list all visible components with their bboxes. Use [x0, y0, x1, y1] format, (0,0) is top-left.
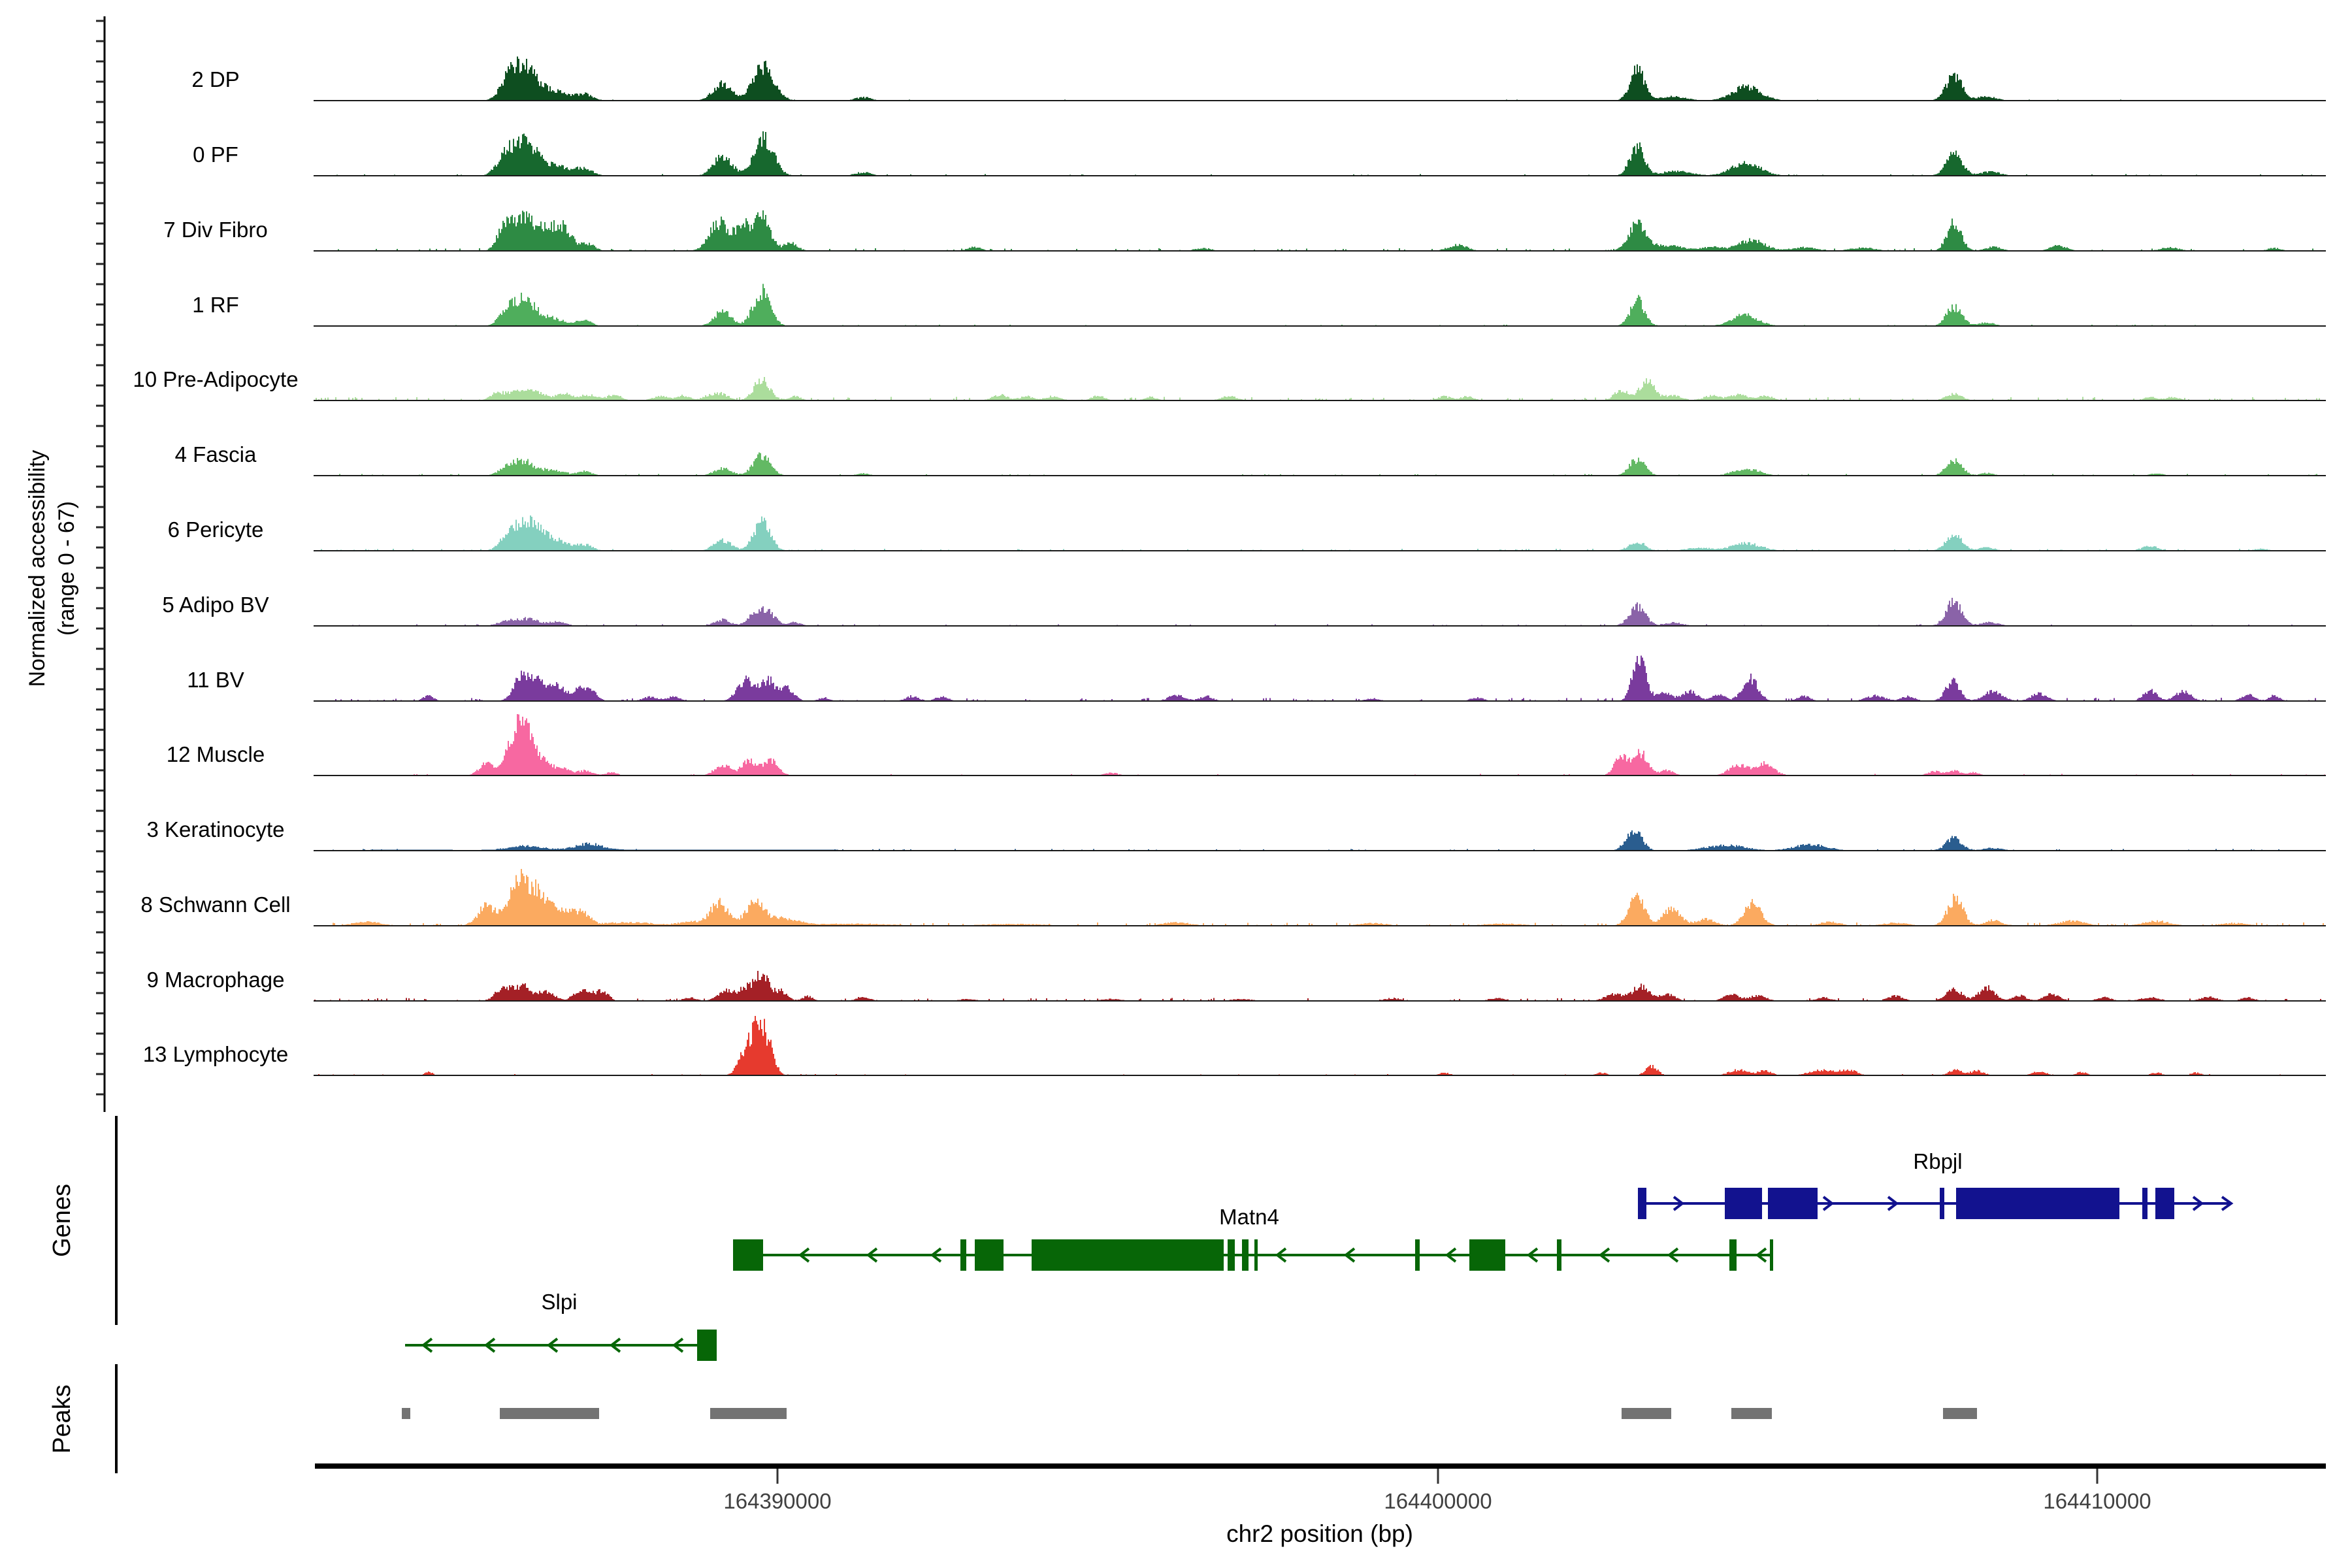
gene-strand-arrow	[1445, 1247, 1457, 1263]
gene-strand-arrow	[421, 1337, 433, 1353]
gene-label-matn4: Matn4	[1219, 1205, 1279, 1229]
gene-exon-matn4	[960, 1239, 966, 1271]
gene-strand-arrow	[1598, 1247, 1610, 1263]
signal-7-div-fibro	[314, 210, 2325, 251]
gene-strand-arrow	[1343, 1247, 1356, 1263]
gene-exon-rbpjl	[1940, 1188, 1944, 1219]
signal-13-lymphocyte	[314, 1016, 2325, 1075]
gene-exon-rbpjl	[1638, 1188, 1646, 1219]
track-label-6-pericyte: 6 Pericyte	[167, 517, 264, 542]
signal-1-rf	[314, 284, 2325, 326]
track-label-12-muscle: 12 Muscle	[166, 742, 265, 766]
gene-strand-arrow	[1673, 1196, 1685, 1211]
x-tick-label-164410000: 164410000	[2043, 1489, 2151, 1513]
peaks-section-label: Peaks	[48, 1384, 76, 1454]
gene-exon-matn4	[1032, 1239, 1224, 1271]
signal-2-dp	[314, 56, 2325, 101]
gene-strand-arrow	[798, 1247, 810, 1263]
signal-8-schwann-cell	[314, 869, 2325, 926]
gene-exon-matn4	[1242, 1239, 1249, 1271]
gene-strand-arrow	[1887, 1196, 1899, 1211]
peak-region-box	[402, 1408, 410, 1419]
peak-region-box	[1943, 1408, 1977, 1419]
track-label-9-macrophage: 9 Macrophage	[146, 968, 285, 992]
gene-strand-arrow	[546, 1337, 559, 1353]
track-label-2-dp: 2 DP	[191, 67, 240, 91]
gene-strand-arrow	[672, 1337, 684, 1353]
x-axis-title: chr2 position (bp)	[1226, 1520, 1413, 1547]
peak-region-box	[1622, 1408, 1671, 1419]
gene-strand-arrow	[866, 1247, 878, 1263]
signal-9-macrophage	[314, 970, 2325, 1001]
signal-0-pf	[314, 131, 2325, 176]
gene-exon-matn4	[1469, 1239, 1505, 1271]
gene-strand-arrow	[1526, 1247, 1539, 1263]
signal-4-fascia	[314, 452, 2325, 476]
gene-exon-rbpjl	[2142, 1188, 2148, 1219]
gene-end-arrowhead	[2221, 1196, 2234, 1211]
gene-strand-arrow	[609, 1337, 621, 1353]
y-axis-label-line2: (range 0 - 67)	[54, 501, 79, 636]
track-label-11-bv: 11 BV	[187, 668, 244, 692]
gene-strand-arrow	[1275, 1247, 1287, 1263]
signal-6-pericyte	[314, 515, 2325, 551]
gene-exon-rbpjl	[2155, 1188, 2174, 1219]
signal-3-keratinocyte	[314, 830, 2325, 851]
x-tick-label-164390000: 164390000	[723, 1489, 832, 1513]
gene-exon-rbpjl	[1725, 1188, 1762, 1219]
gene-strand-arrow	[1755, 1247, 1767, 1263]
gene-exon-matn4	[1228, 1239, 1235, 1271]
track-label-5-adipo-bv: 5 Adipo BV	[162, 593, 269, 617]
gene-strand-arrow	[930, 1247, 942, 1263]
gene-exon-matn4	[1729, 1239, 1737, 1271]
gene-strand-arrow	[1822, 1196, 1835, 1211]
gene-strand-arrow	[483, 1337, 496, 1353]
signal-5-adipo-bv	[314, 597, 2325, 626]
gene-strand-arrow	[1667, 1247, 1679, 1263]
track-label-4-fascia: 4 Fascia	[174, 442, 257, 466]
track-label-7-div-fibro: 7 Div Fibro	[163, 218, 268, 242]
gene-exon-matn4	[1770, 1239, 1773, 1271]
gene-exon-matn4	[975, 1239, 1004, 1271]
gene-strand-arrow	[2192, 1196, 2204, 1211]
gene-exon-slpi	[697, 1330, 717, 1361]
gene-exon-matn4	[758, 1239, 763, 1271]
gene-exon-rbpjl	[1768, 1188, 1818, 1219]
signal-11-bv	[314, 655, 2325, 701]
signal-12-muscle	[314, 714, 2325, 776]
gene-label-slpi: Slpi	[541, 1290, 578, 1314]
gene-label-rbpjl: Rbpjl	[1913, 1149, 1963, 1173]
track-label-1-rf: 1 RF	[192, 293, 239, 317]
gene-exon-rbpjl	[1956, 1188, 2119, 1219]
gene-exon-matn4	[1557, 1239, 1561, 1271]
track-label-10-pre-adipocyte: 10 Pre-Adipocyte	[133, 367, 299, 391]
track-label-8-schwann-cell: 8 Schwann Cell	[140, 892, 291, 917]
x-tick-label-164400000: 164400000	[1384, 1489, 1492, 1513]
peak-region-box	[500, 1408, 599, 1419]
peak-region-box	[1731, 1408, 1772, 1419]
x-axis-line	[315, 1463, 2326, 1469]
track-label-13-lymphocyte: 13 Lymphocyte	[142, 1042, 289, 1066]
gene-exon-matn4	[733, 1239, 761, 1271]
signal-10-pre-adipocyte	[314, 376, 2325, 400]
y-axis-label-line1: Normalized accessibility	[25, 449, 50, 687]
track-label-3-keratinocyte: 3 Keratinocyte	[146, 817, 285, 841]
track-label-0-pf: 0 PF	[193, 142, 238, 167]
gene-exon-matn4	[1415, 1239, 1420, 1271]
gene-exon-matn4	[1254, 1239, 1258, 1271]
peak-region-box	[710, 1408, 787, 1419]
